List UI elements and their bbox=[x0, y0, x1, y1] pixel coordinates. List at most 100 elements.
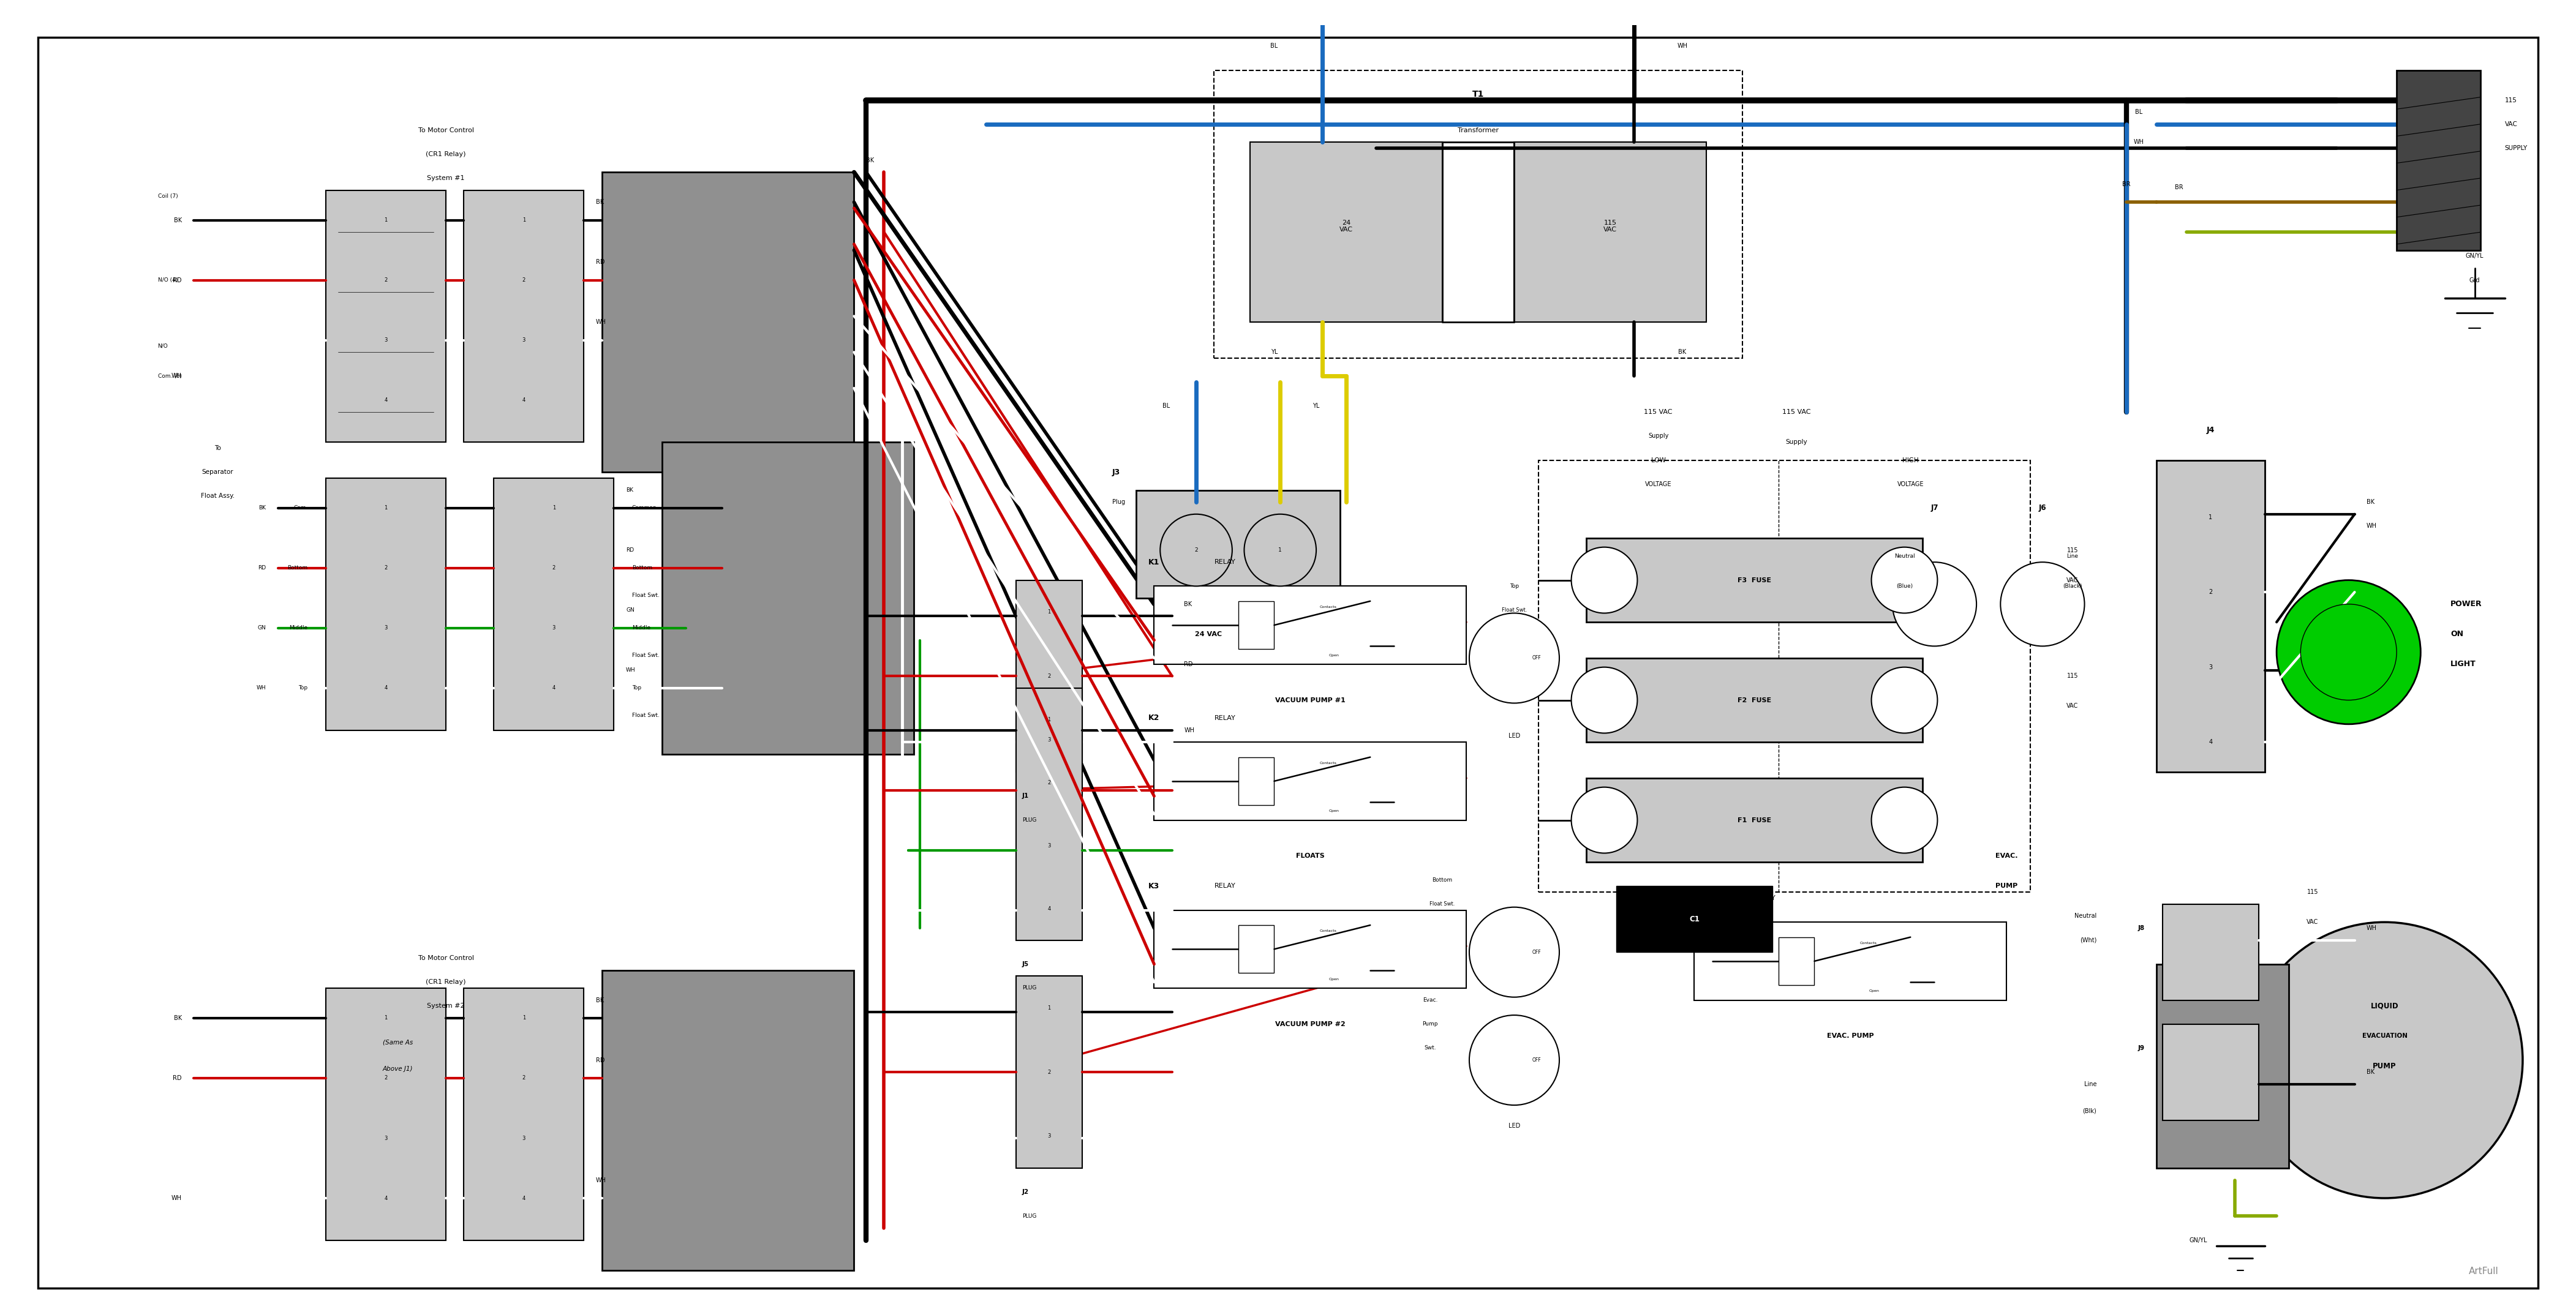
Text: LED: LED bbox=[1510, 732, 1520, 739]
Text: RD: RD bbox=[595, 1058, 605, 1063]
Text: Neutral: Neutral bbox=[2074, 913, 2097, 920]
Text: BL: BL bbox=[1162, 403, 1170, 410]
Text: (CR1 Relay): (CR1 Relay) bbox=[425, 151, 466, 157]
Text: 1: 1 bbox=[1048, 609, 1051, 615]
Text: J2: J2 bbox=[1023, 1189, 1028, 1196]
Circle shape bbox=[1571, 787, 1638, 853]
Text: (Blue): (Blue) bbox=[1896, 583, 1914, 589]
Text: GN/YL: GN/YL bbox=[2465, 254, 2483, 259]
Bar bbox=[1239, 601, 1275, 649]
Text: EVACUATION: EVACUATION bbox=[2362, 1033, 2409, 1039]
Text: VAC: VAC bbox=[2504, 121, 2517, 127]
Text: Float Swt.: Float Swt. bbox=[631, 592, 659, 598]
Text: RD: RD bbox=[258, 566, 265, 571]
Bar bbox=[325, 989, 446, 1240]
Text: Separator: Separator bbox=[201, 470, 234, 475]
Text: 3: 3 bbox=[2208, 664, 2213, 670]
Text: LED: LED bbox=[1510, 1015, 1520, 1021]
Text: 1: 1 bbox=[2208, 514, 2213, 520]
Text: Line: Line bbox=[2066, 553, 2079, 559]
Text: J6: J6 bbox=[2038, 505, 2045, 513]
Circle shape bbox=[1571, 667, 1638, 734]
Text: J5: J5 bbox=[1023, 961, 1028, 967]
Text: F3  FUSE: F3 FUSE bbox=[1739, 578, 1772, 583]
Text: Contacts: Contacts bbox=[1860, 942, 1878, 945]
Text: K4: K4 bbox=[1687, 894, 1700, 902]
Text: OFF: OFF bbox=[1533, 656, 1540, 661]
Bar bbox=[2156, 964, 2287, 1168]
Text: BL: BL bbox=[2136, 109, 2143, 116]
Text: J9: J9 bbox=[2138, 1045, 2146, 1051]
Text: 24
VAC: 24 VAC bbox=[1340, 220, 1352, 233]
Text: J7: J7 bbox=[1929, 505, 1937, 513]
Text: WH: WH bbox=[173, 1196, 183, 1201]
Text: System #1: System #1 bbox=[428, 176, 464, 181]
Bar bbox=[1239, 925, 1275, 973]
Text: 2: 2 bbox=[384, 277, 386, 282]
Text: T1: T1 bbox=[1473, 90, 1484, 99]
Text: 1: 1 bbox=[1278, 548, 1283, 553]
Text: BK: BK bbox=[2367, 500, 2375, 505]
Text: PLUG: PLUG bbox=[1023, 817, 1036, 824]
Bar bbox=[662, 442, 914, 755]
Text: Open: Open bbox=[1329, 977, 1340, 981]
Text: Transformer: Transformer bbox=[1458, 127, 1499, 133]
Text: BK: BK bbox=[2367, 656, 2375, 661]
Text: BK: BK bbox=[173, 1015, 183, 1021]
Text: Middle: Middle bbox=[289, 626, 307, 631]
Text: F1  FUSE: F1 FUSE bbox=[1736, 817, 1772, 824]
Bar bbox=[1515, 142, 1705, 323]
Circle shape bbox=[1159, 514, 1231, 587]
Text: GN: GN bbox=[258, 626, 265, 631]
Text: N/O (4): N/O (4) bbox=[157, 277, 178, 282]
Text: RD: RD bbox=[173, 277, 183, 284]
Text: 2: 2 bbox=[384, 1076, 386, 1081]
Text: To Motor Control: To Motor Control bbox=[417, 127, 474, 133]
Text: Top: Top bbox=[631, 686, 641, 691]
Bar bbox=[1154, 742, 1466, 820]
Circle shape bbox=[1244, 514, 1316, 587]
Text: J1: J1 bbox=[1023, 794, 1028, 799]
Text: Float Swt.: Float Swt. bbox=[631, 713, 659, 718]
Bar bbox=[2156, 461, 2264, 771]
Text: RELAY: RELAY bbox=[1213, 559, 1236, 565]
Text: WH: WH bbox=[595, 319, 605, 325]
Text: VOLTAGE: VOLTAGE bbox=[1646, 481, 1672, 487]
Text: 3: 3 bbox=[1048, 1133, 1051, 1138]
Bar bbox=[1015, 580, 1082, 771]
Circle shape bbox=[2277, 580, 2421, 725]
Text: RELAY: RELAY bbox=[1213, 883, 1236, 889]
Text: K1: K1 bbox=[1149, 558, 1159, 566]
Text: Open: Open bbox=[1329, 653, 1340, 657]
Text: BK: BK bbox=[595, 997, 603, 1003]
Text: 115: 115 bbox=[2308, 889, 2318, 895]
Text: BK: BK bbox=[595, 199, 603, 206]
Text: 3: 3 bbox=[384, 1136, 386, 1141]
Text: K2: K2 bbox=[1149, 714, 1159, 722]
Bar bbox=[1538, 461, 2030, 892]
Text: Top: Top bbox=[1510, 583, 1520, 589]
Text: Above J1): Above J1) bbox=[384, 1066, 412, 1072]
Text: EVAC. PUMP: EVAC. PUMP bbox=[1826, 1033, 1873, 1039]
Text: 2: 2 bbox=[2208, 589, 2213, 595]
Text: Com. (6): Com. (6) bbox=[157, 373, 183, 379]
Text: 4: 4 bbox=[384, 686, 386, 691]
Text: 4: 4 bbox=[1048, 905, 1051, 912]
Text: 115: 115 bbox=[2504, 98, 2517, 103]
Text: 115 VAC: 115 VAC bbox=[1643, 409, 1672, 415]
Text: BR: BR bbox=[2123, 181, 2130, 187]
Bar bbox=[1777, 937, 1814, 985]
Text: 4: 4 bbox=[551, 686, 556, 691]
Text: K3: K3 bbox=[1149, 882, 1159, 890]
Text: 3: 3 bbox=[384, 626, 386, 631]
Text: 3: 3 bbox=[523, 1136, 526, 1141]
Text: 4: 4 bbox=[384, 1196, 386, 1201]
Circle shape bbox=[1870, 787, 1937, 853]
Text: Com.: Com. bbox=[294, 505, 307, 511]
Text: WH: WH bbox=[626, 667, 636, 673]
Text: 115: 115 bbox=[2066, 548, 2079, 553]
Text: PUMP: PUMP bbox=[1996, 883, 2017, 889]
Text: RELAY: RELAY bbox=[1213, 716, 1236, 721]
Text: LIQUID: LIQUID bbox=[2370, 1002, 2398, 1010]
Text: EVAC.: EVAC. bbox=[1996, 853, 2017, 859]
